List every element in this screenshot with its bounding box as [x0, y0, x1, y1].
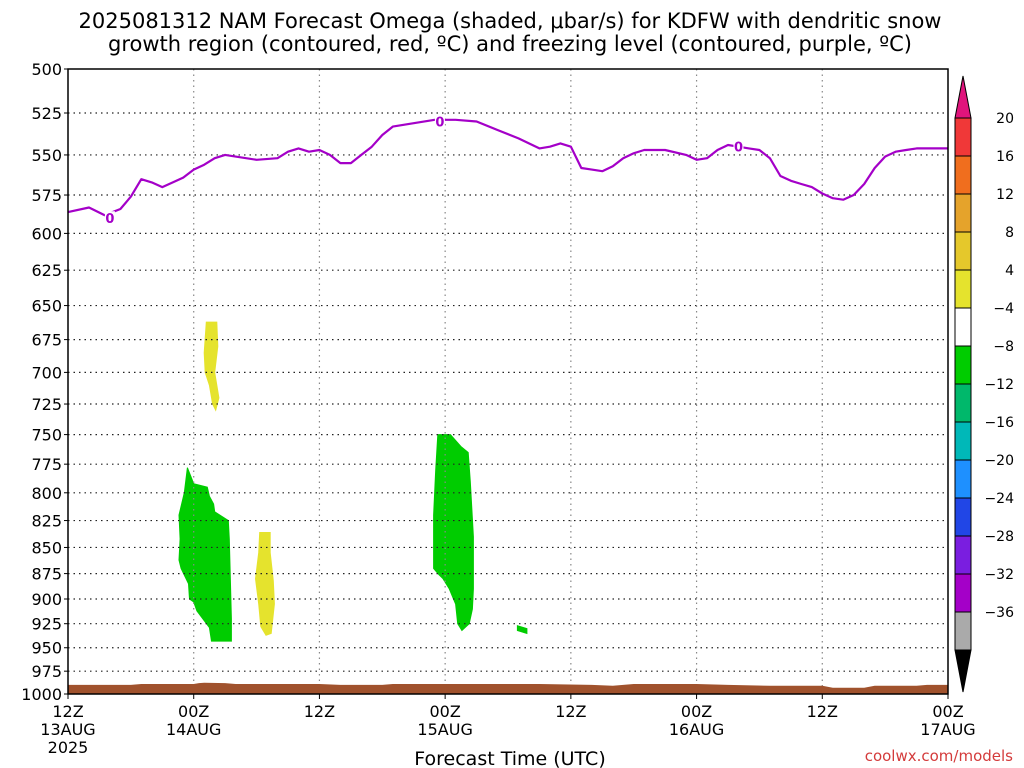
colorbar-label-14: −36: [984, 605, 1014, 621]
y-tick-label-725: 725: [31, 395, 62, 414]
colorbar-label-8: −12: [984, 377, 1014, 393]
y-tick-label-975: 975: [31, 662, 62, 681]
colorbar-band-8: [954, 383, 972, 423]
credit-text: coolwx.com/models: [865, 747, 1013, 765]
colorbar: 20 16 12 8 4 −4 −8 −12 −16 −20 −24 −28 −32 −36: [954, 75, 1014, 693]
plot-area: 0 0 0: [67, 68, 949, 695]
omega-region-5: [516, 625, 528, 635]
colorbar-label-2: 16: [996, 149, 1014, 165]
x-tick-label-84-l1: 00Z: [932, 702, 963, 721]
omega-region-4: [433, 434, 474, 632]
colorbar-band-10: [954, 459, 972, 499]
x-tick-label-0-l3: 2025: [48, 738, 89, 757]
colorbar-band-1: [954, 117, 972, 157]
chart-title-line-2: growth region (contoured, red, ºC) and f…: [108, 32, 912, 56]
colorbar-band-9: [954, 421, 972, 461]
colorbar-band-4: [954, 231, 972, 271]
colorbar-band-6: [954, 307, 972, 347]
y-axis: 500 525 550 575 600 625 650 675 700 725 750 775 800 8…: [21, 60, 68, 704]
colorbar-label-5: 4: [1005, 263, 1014, 279]
colorbar-label-11: −24: [984, 491, 1014, 507]
freezing-level-label-1: 0: [105, 212, 114, 227]
colorbar-band-3: [954, 193, 972, 233]
colorbar-label-1: 20: [996, 111, 1014, 127]
omega-region-1: [203, 321, 220, 412]
y-tick-label-775: 775: [31, 455, 62, 474]
x-tick-label-24-l1: 12Z: [304, 702, 335, 721]
y-tick-label-500: 500: [31, 60, 62, 79]
colorbar-band-2: [954, 155, 972, 195]
colorbar-band-5: [954, 269, 972, 309]
colorbar-label-9: −16: [984, 415, 1014, 431]
x-tick-label-12-l1: 00Z: [178, 702, 209, 721]
x-tick-label-36-l2: 15AUG: [417, 720, 472, 739]
y-tick-label-825: 825: [31, 512, 62, 531]
y-tick-label-575: 575: [31, 186, 62, 205]
y-tick-label-925: 925: [31, 615, 62, 634]
colorbar-label-6: −4: [993, 301, 1014, 317]
y-tick-label-700: 700: [31, 363, 62, 382]
y-tick-label-650: 650: [31, 297, 62, 316]
freezing-level-label-bg-2: [434, 114, 445, 129]
terrain-surface: [68, 682, 948, 694]
x-tick-label-0-l2: 13AUG: [40, 720, 95, 739]
freezing-level-label-2: 0: [435, 116, 444, 131]
y-tick-label-1000: 1000: [21, 685, 62, 704]
colorbar-label-10: −20: [984, 453, 1014, 469]
freezing-level-label-bg-3: [733, 139, 744, 154]
x-tick-label-0-l1: 12Z: [52, 702, 83, 721]
x-tick-label-60-l1: 00Z: [681, 702, 712, 721]
omega-region-2: [178, 467, 232, 642]
y-tick-label-675: 675: [31, 331, 62, 350]
freezing-level-label-3: 0: [734, 141, 743, 156]
y-tick-label-900: 900: [31, 590, 62, 609]
colorbar-band-7: [954, 345, 972, 385]
colorbar-label-13: −32: [984, 567, 1014, 583]
y-tick-label-600: 600: [31, 224, 62, 243]
colorbar-top-arrow: [954, 75, 972, 119]
colorbar-band-11: [954, 497, 972, 537]
y-tick-label-850: 850: [31, 538, 62, 557]
y-tick-label-750: 750: [31, 426, 62, 445]
y-tick-label-525: 525: [31, 104, 62, 123]
x-tick-label-48-l1: 12Z: [555, 702, 586, 721]
colorbar-label-3: 12: [996, 187, 1014, 203]
colorbar-label-12: −28: [984, 529, 1014, 545]
y-tick-label-550: 550: [31, 146, 62, 165]
freezing-level-line: [67, 118, 948, 217]
y-tick-label-625: 625: [31, 261, 62, 280]
omega-region-3: [254, 532, 275, 636]
x-tick-label-84-l2: 17AUG: [920, 720, 975, 739]
colorbar-label-7: −8: [993, 339, 1014, 355]
colorbar-band-12: [954, 535, 972, 575]
freezing-level-label-bg-1: [104, 211, 115, 226]
y-tick-label-875: 875: [31, 565, 62, 584]
colorbar-band-13: [954, 573, 972, 613]
plot-frame: [67, 68, 949, 695]
colorbar-band-14: [954, 611, 972, 651]
x-axis-label: Forecast Time (UTC): [414, 748, 605, 768]
y-tick-label-950: 950: [31, 639, 62, 658]
colorbar-label-4: 8: [1005, 225, 1014, 241]
x-tick-label-72-l1: 12Z: [807, 702, 838, 721]
chart-title-line-1: 2025081312 NAM Forecast Omega (shaded, μ…: [79, 9, 942, 33]
y-tick-label-800: 800: [31, 484, 62, 503]
x-tick-label-36-l1: 00Z: [429, 702, 460, 721]
x-tick-label-12-l2: 14AUG: [166, 720, 221, 739]
colorbar-bottom-arrow: [954, 649, 972, 693]
x-tick-label-60-l2: 16AUG: [669, 720, 724, 739]
